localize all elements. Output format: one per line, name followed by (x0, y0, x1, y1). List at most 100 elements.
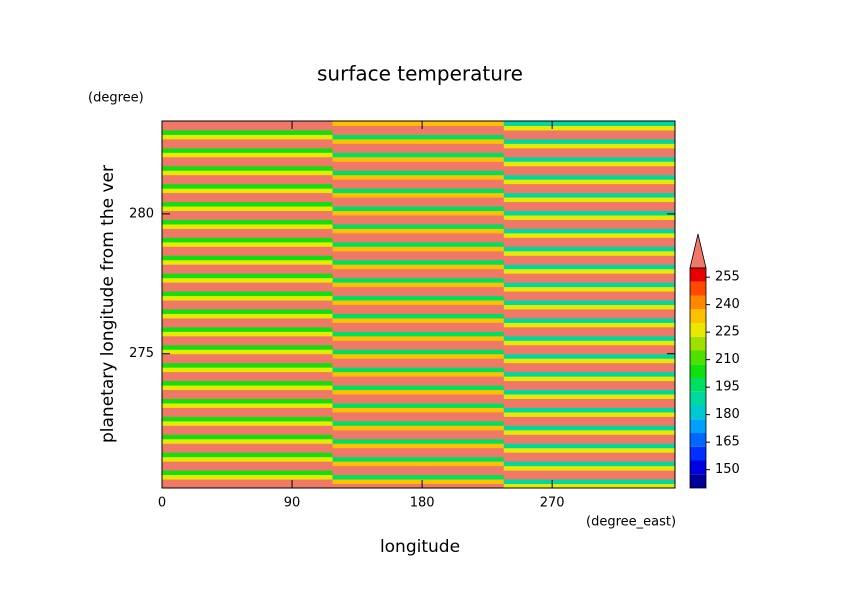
heatmap-cell (503, 282, 676, 288)
heatmap-cell (503, 398, 676, 404)
heatmap-cell (332, 210, 505, 216)
chart-title: surface temperature (317, 62, 523, 86)
heatmap-cell (332, 385, 505, 391)
heatmap-cell (503, 161, 676, 167)
heatmap-cell (332, 447, 505, 453)
heatmap-cell (503, 156, 676, 162)
heatmap-cell (162, 179, 334, 185)
heatmap-cell (332, 317, 505, 323)
heatmap-cell (162, 121, 334, 126)
heatmap-cell (162, 241, 334, 247)
heatmap-cell (332, 304, 505, 310)
heatmap-cell (162, 443, 334, 449)
heatmap-cell (503, 232, 676, 238)
heatmap-cell (162, 394, 334, 399)
heatmap-cell (162, 264, 334, 270)
heatmap-cell (162, 138, 334, 144)
heatmap-cell (332, 295, 505, 301)
heatmap-cell (332, 420, 505, 426)
heatmap-cell (162, 268, 334, 274)
heatmap-cell (503, 250, 676, 256)
y-unit: (degree) (88, 91, 144, 106)
colorbar-band (690, 446, 706, 461)
heatmap-cell (332, 313, 505, 319)
heatmap-cell (332, 206, 505, 212)
heatmap-cell (332, 411, 505, 417)
heatmap-cell (332, 340, 505, 346)
heatmap-cell (162, 192, 334, 198)
heatmap-cell (503, 416, 676, 422)
heatmap-cell (503, 192, 676, 198)
colorbar-band (690, 391, 706, 406)
heatmap-cell (162, 398, 334, 404)
heatmap-cell (503, 438, 676, 444)
heatmap-cell (162, 438, 334, 444)
heatmap-cell (332, 174, 505, 180)
heatmap-cell (503, 147, 676, 153)
heatmap-cell (162, 291, 334, 297)
heatmap-cell (332, 255, 505, 261)
heatmap-cell (162, 197, 334, 203)
heatmap-cell (332, 282, 505, 288)
colorbar-band (690, 405, 706, 420)
heatmap-cell (503, 326, 676, 332)
heatmap-cell (503, 474, 676, 480)
colorbar-tick-label: 195 (715, 380, 740, 395)
heatmap-cell (162, 353, 334, 359)
heatmap-cell (332, 147, 505, 153)
heatmap-cell (162, 425, 334, 431)
heatmap-cell (332, 121, 505, 126)
heatmap-cell (503, 411, 676, 417)
heatmap-cell (332, 443, 505, 449)
colorbar-band (690, 460, 706, 475)
heatmap-cell (332, 470, 505, 476)
heatmap-cell (162, 300, 334, 305)
heatmap-cell (332, 246, 505, 252)
colorbar-tick-label: 225 (715, 325, 740, 340)
heatmap-cell (332, 228, 505, 234)
heatmap-cell (162, 371, 334, 377)
heatmap-cell (503, 246, 676, 252)
heatmap-cell (332, 156, 505, 162)
heatmap-cell (162, 188, 334, 194)
heatmap-cell (332, 474, 505, 480)
y-axis-label: planetary longitude from the ver (98, 165, 118, 443)
heatmap-cell (162, 147, 334, 153)
x-tick-label: 90 (284, 496, 301, 511)
colorbar-band (690, 433, 706, 447)
heatmap-cell (162, 349, 334, 355)
colorbar-extension (689, 233, 707, 269)
heatmap-cell (332, 273, 505, 279)
heatmap-cell (162, 161, 334, 167)
heatmap-cell (162, 304, 334, 310)
heatmap-cell (503, 376, 676, 382)
x-unit: (degree_east) (586, 515, 676, 530)
heatmap-cell (503, 380, 676, 386)
heatmap-cell (332, 483, 505, 489)
heatmap-cell (503, 219, 676, 225)
x-tick-label: 270 (540, 496, 565, 511)
heatmap-cell (503, 210, 676, 216)
colorbar-tick-label: 240 (715, 297, 740, 312)
heatmap-cell (503, 134, 676, 140)
heatmap-cell (503, 170, 676, 176)
heatmap-cell (503, 317, 676, 323)
colorbar-tick-label: 255 (715, 270, 740, 285)
heatmap-cell (162, 286, 334, 292)
heatmap-cell (162, 385, 334, 391)
heatmap-cell (503, 264, 676, 270)
heatmap-cell (503, 214, 676, 220)
heatmap-cell (332, 138, 505, 144)
heatmap-cell (332, 143, 505, 149)
colorbar-band (690, 268, 706, 282)
heatmap-cell (162, 129, 334, 135)
heatmap-cell (503, 349, 676, 355)
heatmap-cell (332, 429, 505, 435)
heatmap-cell (162, 407, 334, 413)
heatmap-cell (503, 259, 676, 265)
colorbar-tick-label: 180 (715, 407, 740, 422)
heatmap-cell (162, 125, 334, 131)
heatmap-cell (332, 358, 505, 364)
colorbar-band (690, 378, 706, 392)
heatmap-cell (332, 461, 505, 467)
